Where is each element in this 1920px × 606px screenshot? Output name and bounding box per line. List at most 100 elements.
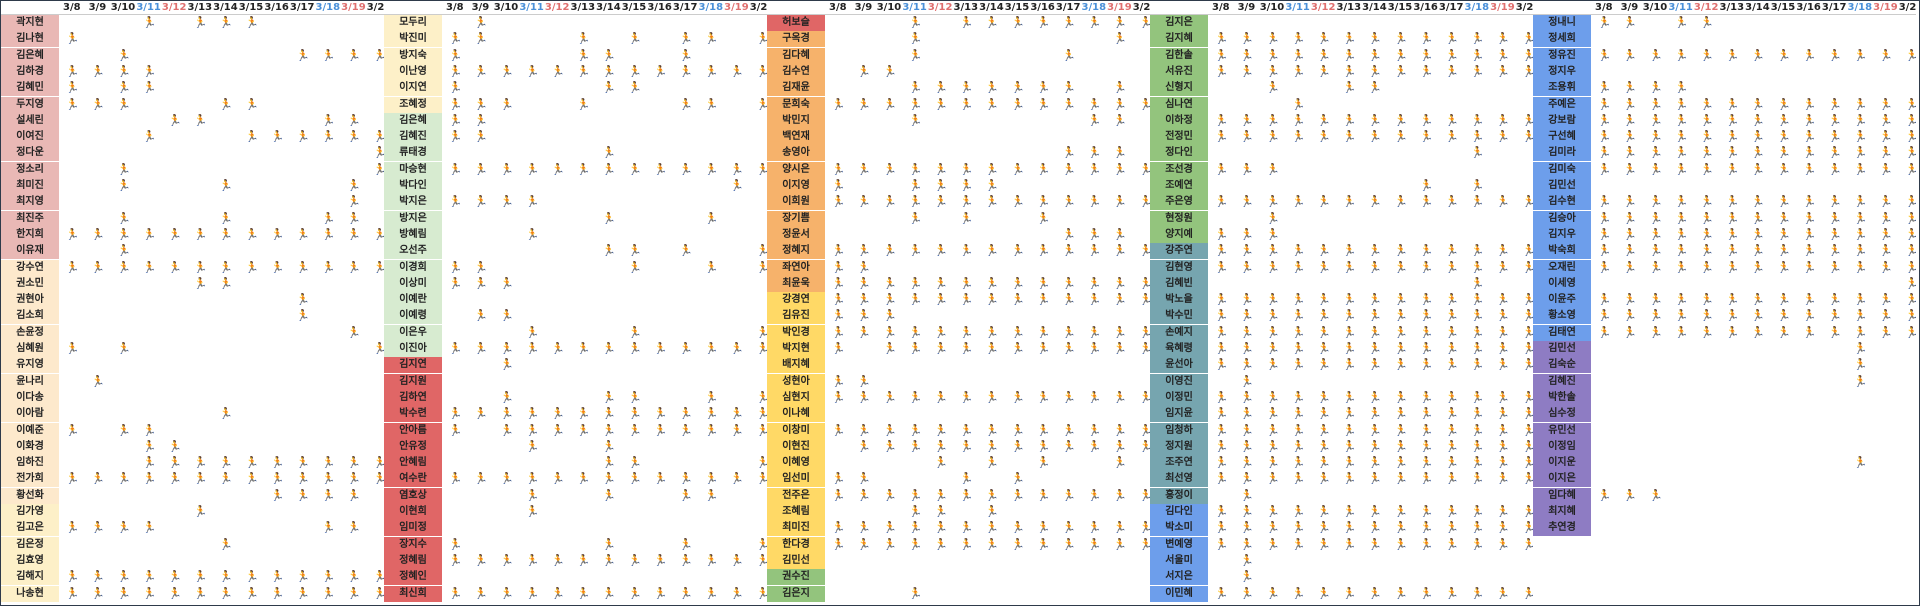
member-row[interactable]: 서유진🏃🏃🏃🏃🏃🏃🏃🏃🏃🏃🏃🏃🏃 (1150, 63, 1533, 80)
runner-icon[interactable]: 🏃 (934, 276, 948, 290)
runner-icon[interactable]: 🏃 (1062, 325, 1076, 339)
runner-icon[interactable]: 🏃 (1291, 505, 1306, 518)
runner-icon[interactable]: 🏃 (1240, 537, 1255, 551)
runner-icon[interactable]: 🏃 (857, 293, 872, 307)
runner-icon[interactable]: 🏃 (1597, 293, 1612, 307)
runner-icon[interactable]: 🏃 (1139, 244, 1150, 258)
runner-icon[interactable]: 🏃 (448, 407, 463, 421)
member-row[interactable]: 안아름🏃🏃🏃🏃🏃🏃🏃🏃🏃🏃🏃🏃 (384, 422, 767, 439)
runner-icon[interactable]: 🏃 (1751, 325, 1766, 339)
runner-icon[interactable]: 🏃 (1597, 97, 1612, 111)
runner-icon[interactable]: 🏃 (1905, 146, 1916, 160)
runner-icon[interactable]: 🏃 (448, 97, 463, 111)
runner-icon[interactable]: 🏃 (1496, 521, 1511, 535)
runner-icon[interactable]: 🏃 (474, 113, 489, 127)
runner-icon[interactable]: 🏃 (1036, 423, 1051, 437)
runner-icon[interactable]: 🏃 (270, 456, 285, 470)
runner-icon[interactable]: 🏃 (908, 48, 923, 62)
runner-icon[interactable]: 🏃 (628, 342, 642, 355)
runner-icon[interactable]: 🏃 (704, 423, 719, 437)
runner-icon[interactable]: 🏃 (1394, 439, 1408, 453)
runner-icon[interactable]: 🏃 (1496, 48, 1511, 62)
runner-icon[interactable]: 🏃 (1036, 537, 1051, 551)
member-row[interactable]: 홍정이 🏃 (1150, 487, 1533, 504)
runner-icon[interactable]: 🏃 (1214, 32, 1229, 46)
member-row[interactable]: 최윤욱🏃🏃🏃🏃🏃🏃🏃🏃🏃🏃🏃🏃🏃 (767, 275, 1150, 292)
runner-icon[interactable]: 🏃 (142, 227, 157, 241)
runner-icon[interactable]: 🏃 (296, 227, 310, 241)
runner-icon[interactable]: 🏃 (1853, 195, 1868, 209)
runner-icon[interactable]: 🏃 (1674, 325, 1689, 339)
member-row[interactable]: 이지운 🏃 (1533, 455, 1916, 472)
runner-icon[interactable]: 🏃 (117, 97, 131, 111)
runner-icon[interactable]: 🏃 (1342, 423, 1357, 437)
runner-icon[interactable]: 🏃 (347, 260, 362, 274)
runner-icon[interactable]: 🏃 (1597, 309, 1612, 323)
runner-icon[interactable]: 🏃 (831, 537, 846, 551)
runner-icon[interactable]: 🏃 (934, 244, 948, 258)
runner-icon[interactable]: 🏃 (831, 472, 846, 486)
runner-icon[interactable]: 🏃 (959, 16, 974, 29)
member-row[interactable]: 추연경 (1533, 520, 1916, 537)
member-row[interactable]: 정다운🏃 (1, 145, 384, 162)
runner-icon[interactable]: 🏃 (1700, 293, 1714, 307)
runner-icon[interactable]: 🏃 (1113, 97, 1128, 111)
runner-icon[interactable]: 🏃 (704, 260, 719, 274)
runner-icon[interactable]: 🏃 (347, 130, 362, 144)
runner-icon[interactable]: 🏃 (1317, 32, 1331, 46)
member-row[interactable]: 여수란🏃🏃🏃🏃🏃🏃🏃🏃🏃🏃🏃🏃🏃 (384, 471, 767, 488)
runner-icon[interactable]: 🏃 (1777, 97, 1791, 111)
runner-icon[interactable]: 🏃 (831, 374, 846, 388)
runner-icon[interactable]: 🏃 (1802, 97, 1817, 111)
runner-icon[interactable]: 🏃 (1470, 244, 1485, 258)
runner-icon[interactable]: 🏃 (1879, 113, 1894, 127)
member-row[interactable]: 변예영🏃🏃🏃🏃🏃🏃🏃🏃🏃🏃🏃🏃🏃 (1150, 536, 1533, 553)
runner-icon[interactable]: 🏃 (500, 390, 514, 404)
runner-icon[interactable]: 🏃 (1470, 325, 1485, 339)
runner-icon[interactable]: 🏃 (500, 358, 514, 372)
runner-icon[interactable]: 🏃 (908, 97, 923, 111)
member-row[interactable]: 이나혜 (767, 406, 1150, 423)
runner-icon[interactable]: 🏃 (1751, 48, 1766, 62)
runner-icon[interactable]: 🏃 (985, 390, 1000, 404)
runner-icon[interactable]: 🏃 (1522, 65, 1533, 79)
runner-icon[interactable]: 🏃 (474, 16, 489, 29)
runner-icon[interactable]: 🏃 (117, 472, 131, 486)
runner-icon[interactable]: 🏃 (347, 570, 362, 584)
runner-icon[interactable]: 🏃 (296, 472, 310, 486)
runner-icon[interactable]: 🏃 (1725, 211, 1740, 225)
runner-icon[interactable]: 🏃 (730, 586, 745, 600)
runner-icon[interactable]: 🏃 (985, 16, 1000, 29)
runner-icon[interactable]: 🏃 (602, 488, 617, 502)
runner-icon[interactable]: 🏃 (1828, 244, 1842, 258)
member-row[interactable]: 정유진🏃🏃🏃🏃🏃🏃🏃🏃🏃🏃🏃🏃🏃 (1533, 47, 1916, 64)
runner-icon[interactable]: 🏃 (1139, 489, 1150, 503)
member-row[interactable]: 이현진🏃🏃🏃🏃🏃🏃🏃🏃🏃🏃🏃🏃 (767, 438, 1150, 455)
member-row[interactable]: 강주연🏃🏃🏃🏃🏃🏃🏃🏃🏃🏃🏃🏃🏃 (1150, 243, 1533, 260)
runner-icon[interactable]: 🏃 (1266, 195, 1280, 209)
member-row[interactable]: 김승아🏃🏃🏃🏃🏃🏃🏃🏃🏃🏃🏃🏃🏃 (1533, 210, 1916, 227)
runner-icon[interactable]: 🏃 (168, 227, 182, 241)
runner-icon[interactable]: 🏃 (65, 227, 80, 241)
runner-icon[interactable]: 🏃 (1317, 537, 1331, 551)
runner-icon[interactable]: 🏃 (1087, 113, 1102, 127)
runner-icon[interactable]: 🏃 (1700, 195, 1714, 209)
runner-icon[interactable]: 🏃 (1700, 146, 1714, 160)
runner-icon[interactable]: 🏃 (117, 211, 131, 225)
runner-icon[interactable]: 🏃 (1905, 195, 1916, 209)
runner-icon[interactable]: 🏃 (1011, 472, 1025, 486)
member-row[interactable]: 김미라🏃🏃🏃🏃🏃🏃🏃🏃🏃🏃🏃🏃🏃 (1533, 145, 1916, 162)
runner-icon[interactable]: 🏃 (1649, 162, 1663, 176)
runner-icon[interactable]: 🏃 (1214, 293, 1229, 307)
runner-icon[interactable]: 🏃 (91, 521, 106, 535)
runner-icon[interactable]: 🏃 (1240, 570, 1255, 584)
runner-icon[interactable]: 🏃 (1266, 244, 1280, 258)
runner-icon[interactable]: 🏃 (448, 586, 463, 600)
runner-icon[interactable]: 🏃 (1674, 227, 1689, 241)
runner-icon[interactable]: 🏃 (1240, 472, 1255, 486)
runner-icon[interactable]: 🏃 (857, 64, 872, 78)
runner-icon[interactable]: 🏃 (1623, 97, 1638, 111)
runner-icon[interactable]: 🏃 (219, 456, 234, 470)
runner-icon[interactable]: 🏃 (321, 113, 336, 127)
runner-icon[interactable]: 🏃 (1240, 227, 1255, 241)
